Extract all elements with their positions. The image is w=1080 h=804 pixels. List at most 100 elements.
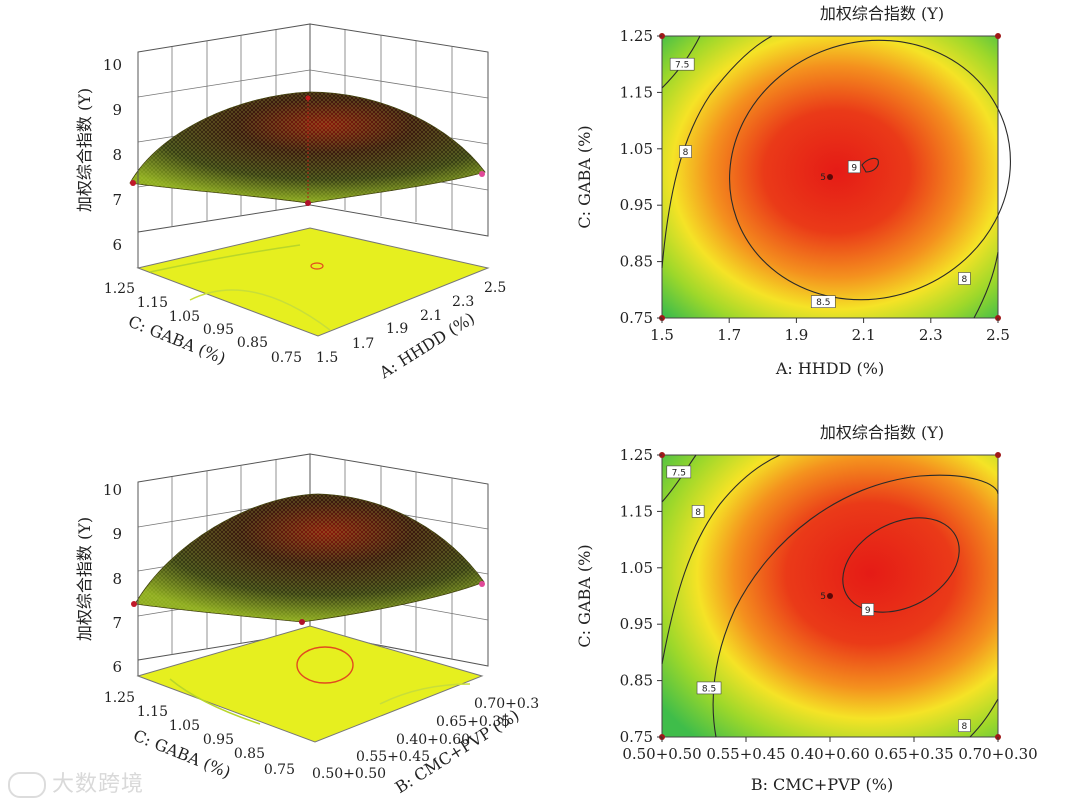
- x-tick-label: 0.55+0.45: [706, 745, 785, 763]
- right-tick: 1.7: [352, 336, 374, 352]
- x-tick-label: 2.1: [852, 326, 876, 344]
- contour-title: 加权综合指数 (Y): [820, 423, 944, 442]
- right-tick: 0.55+0.45: [356, 749, 430, 765]
- y-axis: 0.75 0.85 0.95 1.05 1.15 1.25: [620, 27, 662, 327]
- left-tick: 1.05: [169, 309, 200, 325]
- y-tick-label: 0.95: [620, 196, 653, 214]
- x-tick-label: 2.5: [986, 326, 1010, 344]
- surface-plot-cmcpvp-gaba: 10 9 8 7 6 加权综合指数 (Y) 1.25 1.15 1.05 0.9…: [75, 453, 540, 797]
- y-tick-label: 1.15: [620, 83, 653, 101]
- contour-title: 加权综合指数 (Y): [820, 4, 944, 23]
- contour-label: 8: [962, 275, 968, 285]
- right-tick: 0.40+0.60: [396, 732, 470, 748]
- contour-label: 9: [851, 163, 857, 173]
- right-tick: 2.3: [452, 294, 474, 310]
- z-tick: 7: [112, 191, 122, 209]
- contour-label-box: [669, 57, 695, 71]
- z-tick: 7: [112, 614, 122, 632]
- left-tick: 1.05: [169, 718, 200, 734]
- contour-lines: [661, 454, 999, 738]
- response-surface: [129, 91, 486, 204]
- right-tick: 1.5: [316, 350, 338, 366]
- z-tick: 10: [103, 56, 122, 74]
- left-tick: 0.95: [203, 322, 234, 338]
- z-tick: 10: [103, 481, 122, 499]
- contour-plot-hhdd-gaba: 加权综合指数 (Y) 7.5 8 8.5 9 8 5 1.5 1.7 1.9 2.1 2.3 2.…: [575, 4, 1011, 378]
- floor-plane: [136, 625, 484, 743]
- contour-label: 9: [865, 606, 871, 616]
- left-tick: 0.75: [264, 762, 295, 778]
- left-tick: 1.25: [104, 690, 135, 706]
- right-tick: 0.65+0.35: [436, 714, 510, 730]
- right-tick: 1.9: [386, 321, 408, 337]
- right-tick: 2.1: [420, 308, 442, 324]
- x-tick-label: 1.9: [784, 326, 808, 344]
- y-tick-label: 1.25: [620, 27, 653, 45]
- contour-label-box: [691, 505, 705, 518]
- contour-label: 8: [962, 722, 968, 732]
- x-tick-label: 2.3: [919, 326, 943, 344]
- y-axis-label: C: GABA (%): [575, 125, 594, 228]
- contour-labels: 7.5 8 8.5 9 8: [669, 57, 971, 308]
- contour-label: 8.5: [816, 298, 830, 308]
- floor-contours: [169, 646, 471, 725]
- right-tick: 2.5: [484, 280, 506, 296]
- contour-label: 8: [695, 508, 701, 518]
- response-surface: [134, 493, 485, 623]
- center-point-label: 5: [820, 592, 826, 602]
- center-point: 5: [820, 592, 833, 602]
- y-tick-label: 1.05: [620, 559, 653, 577]
- x-tick-label: 0.70+0.30: [958, 745, 1037, 763]
- x-axis: 1.5 1.7 1.9 2.1 2.3 2.5: [650, 318, 1010, 344]
- y-tick-label: 0.85: [620, 253, 653, 271]
- y-axis: 0.75 0.85 0.95 1.05 1.15 1.25: [620, 446, 662, 746]
- left-tick: 0.85: [234, 746, 265, 762]
- x-tick-label: 0.50+0.50: [622, 745, 701, 763]
- contour-label-box: [810, 295, 836, 308]
- z-axis: 10 9 8 7 6 加权综合指数 (Y): [75, 481, 139, 676]
- center-point-marker: [827, 174, 833, 180]
- y-axis-label: C: GABA (%): [575, 544, 594, 647]
- y-tick-label: 1.05: [620, 140, 653, 158]
- contour-label-box: [666, 465, 692, 479]
- y-tick-label: 0.95: [620, 615, 653, 633]
- left-tick: 1.15: [137, 295, 168, 311]
- x-axis: 0.50+0.50 0.55+0.45 0.40+0.60 0.65+0.35 0.70…: [622, 737, 1038, 763]
- y-tick-label: 1.15: [620, 502, 653, 520]
- floor-contours: [149, 244, 331, 331]
- center-point-label: 5: [820, 173, 826, 183]
- contour-label: 8.5: [702, 684, 716, 694]
- watermark: 大数跨境: [8, 766, 144, 798]
- x-axis-label: A: HHDD (%): [775, 359, 884, 378]
- contour-label-box: [958, 272, 971, 285]
- y-tick-label: 0.75: [620, 309, 653, 327]
- contour-label-box: [679, 145, 692, 158]
- center-point: 5: [820, 173, 833, 183]
- x-tick-label: 1.5: [650, 326, 674, 344]
- contour-label: 7.5: [675, 61, 689, 71]
- right-tick: 0.50+0.50: [312, 766, 386, 782]
- contour-label: 8: [683, 148, 689, 158]
- x-axis-label: B: CMC+PVP (%): [751, 775, 893, 794]
- z-tick: 8: [112, 570, 122, 588]
- contour-label-box: [861, 603, 875, 616]
- contour-label-box: [847, 160, 861, 174]
- left-tick: 0.75: [271, 350, 302, 366]
- x-tick-label: 0.65+0.35: [874, 745, 953, 763]
- contour-label-box: [958, 719, 971, 733]
- watermark-logo-icon: [8, 772, 46, 798]
- surface-plot-hhdd-gaba: 10 9 8 7 6 加权综合指数 (Y) 1.25 1.15 1.05 0.9…: [75, 23, 506, 383]
- y-tick-label: 1.25: [620, 446, 653, 464]
- y-tick-label: 0.75: [620, 728, 653, 746]
- left-tick: 0.85: [237, 335, 268, 351]
- z-tick: 6: [112, 658, 122, 676]
- left-tick: 1.25: [104, 281, 135, 297]
- contour-label-box: [696, 681, 722, 695]
- left-tick: 1.15: [137, 704, 168, 720]
- contour-label: 7.5: [672, 468, 686, 478]
- z-axis: 10 9 8 7 6 加权综合指数 (Y): [75, 52, 139, 268]
- contour-plot-cmcpvp-gaba: 加权综合指数 (Y) 7.5 8 8.5 9 8 5 0.50+0.50 0.55+0.4…: [575, 423, 1038, 794]
- x-tick-label: 0.40+0.60: [790, 745, 869, 763]
- z-tick: 9: [112, 101, 122, 119]
- center-point-marker: [827, 593, 833, 599]
